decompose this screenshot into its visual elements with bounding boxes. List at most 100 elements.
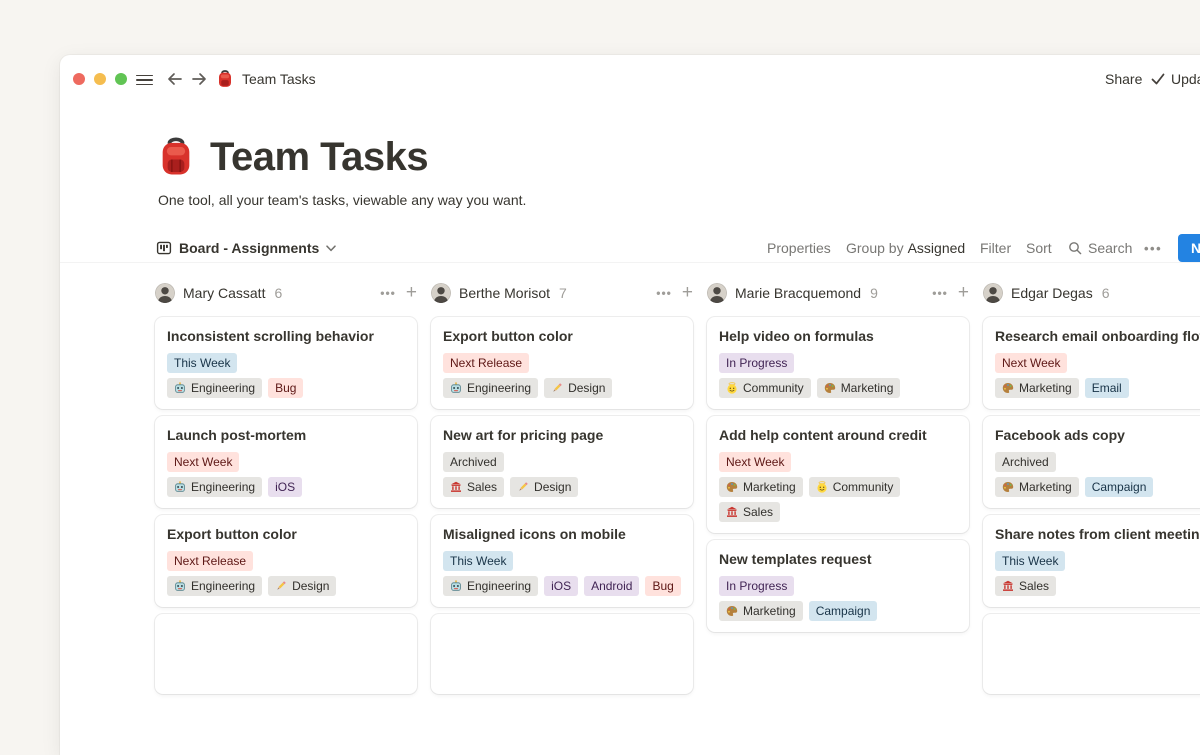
palette-icon: [726, 605, 738, 617]
task-card-partial[interactable]: [983, 614, 1200, 694]
tag-pill: Sales: [443, 477, 505, 497]
search-label: Search: [1088, 240, 1133, 256]
tag-pill: Android: [584, 576, 640, 596]
tag-label: Archived: [450, 455, 497, 469]
task-card[interactable]: Research email onboarding flows Next Week…: [983, 317, 1200, 409]
card-title: Misaligned icons on mobile: [443, 526, 626, 542]
tag-label: Campaign: [815, 604, 871, 618]
tag-pill: Archived: [995, 452, 1056, 472]
pencil-icon: [275, 580, 287, 592]
column-add-card-button[interactable]: +: [681, 282, 693, 303]
column-count: 7: [559, 285, 567, 301]
tag-pill: Bug: [268, 378, 304, 398]
tag-pill: Engineering: [167, 477, 263, 497]
sort-button[interactable]: Sort: [1026, 240, 1052, 256]
task-card[interactable]: Misaligned icons on mobile This Week Engin…: [431, 515, 693, 607]
task-card[interactable]: Export button color Next Release Engineeri…: [431, 317, 693, 409]
column-add-card-button[interactable]: +: [405, 282, 417, 303]
tag-label: Bug: [275, 381, 297, 395]
card-title: Share notes from client meeting: [995, 526, 1200, 542]
tag-pill: Design: [510, 477, 579, 497]
bank-icon: [450, 481, 462, 493]
app-window: Team Tasks Share Updates Team Tasks One …: [60, 55, 1200, 755]
task-card[interactable]: Export button color Next Release Engineeri…: [155, 515, 417, 607]
tag-label: Next Week: [174, 455, 233, 469]
tag-label: Next Week: [1002, 356, 1061, 370]
robot-icon: [174, 382, 186, 394]
column-more-button[interactable]: •••: [380, 286, 396, 300]
board-column: Marie Bracquemond 9 ••• + Help video on form…: [707, 282, 969, 694]
column-add-card-button[interactable]: +: [957, 282, 969, 303]
card-title: New templates request: [719, 551, 872, 567]
board-view-icon: [156, 240, 172, 256]
tag-pill: Community: [808, 477, 901, 497]
search-button[interactable]: Search: [1068, 234, 1132, 262]
filter-button[interactable]: Filter: [980, 240, 1012, 256]
checkmark-icon[interactable]: [1150, 71, 1166, 87]
tag-label: Marketing: [1019, 381, 1072, 395]
view-toolbar: Board - Assignments Properties Group by …: [60, 234, 1200, 263]
updates-button[interactable]: Updates: [1171, 71, 1200, 87]
column-count: 6: [274, 285, 283, 301]
task-card[interactable]: Launch post-mortem Next Week Engineering iO…: [155, 416, 417, 508]
tag-pill: Engineering: [443, 378, 539, 398]
card-title: Launch post-mortem: [167, 427, 307, 443]
tag-label: This Week: [450, 554, 507, 568]
share-button[interactable]: Share: [1105, 71, 1143, 87]
tag-pill: Engineering: [167, 378, 263, 398]
task-card[interactable]: New art for pricing page Archived Sales Des…: [431, 416, 693, 508]
column-more-button[interactable]: •••: [656, 286, 672, 300]
column-header: Berthe Morisot 7 ••• +: [431, 282, 693, 304]
page-title: Team Tasks: [210, 134, 429, 179]
sidebar-menu-icon[interactable]: [136, 72, 153, 88]
column-count: 9: [870, 285, 878, 301]
zoom-window-button[interactable]: [115, 73, 127, 85]
tag-label: Community: [743, 381, 804, 395]
task-card[interactable]: Help video on formulas In Progress Communi…: [707, 317, 969, 409]
page-backpack-icon[interactable]: [156, 135, 196, 179]
tag-pill: Next Week: [167, 452, 240, 472]
tag-label: Android: [591, 579, 633, 593]
backpack-icon: [216, 69, 234, 89]
close-window-button[interactable]: [73, 73, 85, 85]
back-arrow-icon[interactable]: [166, 70, 184, 88]
task-card[interactable]: New templates request In Progress Marketin…: [707, 540, 969, 632]
task-card[interactable]: Share notes from client meeting This Week…: [983, 515, 1200, 607]
forward-arrow-icon[interactable]: [190, 70, 208, 88]
card-title: Help video on formulas: [719, 328, 874, 344]
view-switcher[interactable]: Board - Assignments: [156, 234, 337, 262]
tag-pill: iOS: [268, 477, 303, 497]
column-more-button[interactable]: •••: [932, 286, 948, 300]
group-by-button[interactable]: Group by Assigned: [846, 234, 965, 262]
column-header: Mary Cassatt 6 ••• +: [155, 282, 417, 304]
card-title: Export button color: [167, 526, 297, 542]
column-name: Mary Cassatt: [183, 285, 266, 301]
tag-label: Design: [292, 579, 330, 593]
task-card[interactable]: Inconsistent scrolling behavior This Week…: [155, 317, 417, 409]
column-count: 6: [1101, 285, 1110, 301]
column-header: Marie Bracquemond 9 ••• +: [707, 282, 969, 304]
tag-label: This Week: [174, 356, 231, 370]
tag-label: Next Release: [174, 554, 247, 568]
tag-pill: Community: [719, 378, 811, 398]
minimize-window-button[interactable]: [94, 73, 106, 85]
tag-label: Engineering: [467, 381, 532, 395]
properties-button[interactable]: Properties: [767, 240, 831, 256]
tag-label: Campaign: [1091, 480, 1147, 494]
tag-pill: Campaign: [808, 601, 878, 621]
new-button[interactable]: New: [1178, 234, 1200, 262]
card-title: Add help content around credit: [719, 427, 927, 443]
halo-face-icon: [816, 481, 828, 493]
tag-pill: Marketing: [816, 378, 901, 398]
task-card-partial[interactable]: [155, 614, 417, 694]
card-title: Export button color: [443, 328, 573, 344]
tag-label: iOS: [551, 579, 572, 593]
task-card[interactable]: Facebook ads copy Archived Marketing Campai…: [983, 416, 1200, 508]
tag-label: Engineering: [191, 480, 256, 494]
more-options-button[interactable]: •••: [1144, 240, 1163, 256]
tag-pill: Sales: [719, 502, 781, 522]
task-card[interactable]: Add help content around credit Next Week M…: [707, 416, 969, 533]
task-card-partial[interactable]: [431, 614, 693, 694]
